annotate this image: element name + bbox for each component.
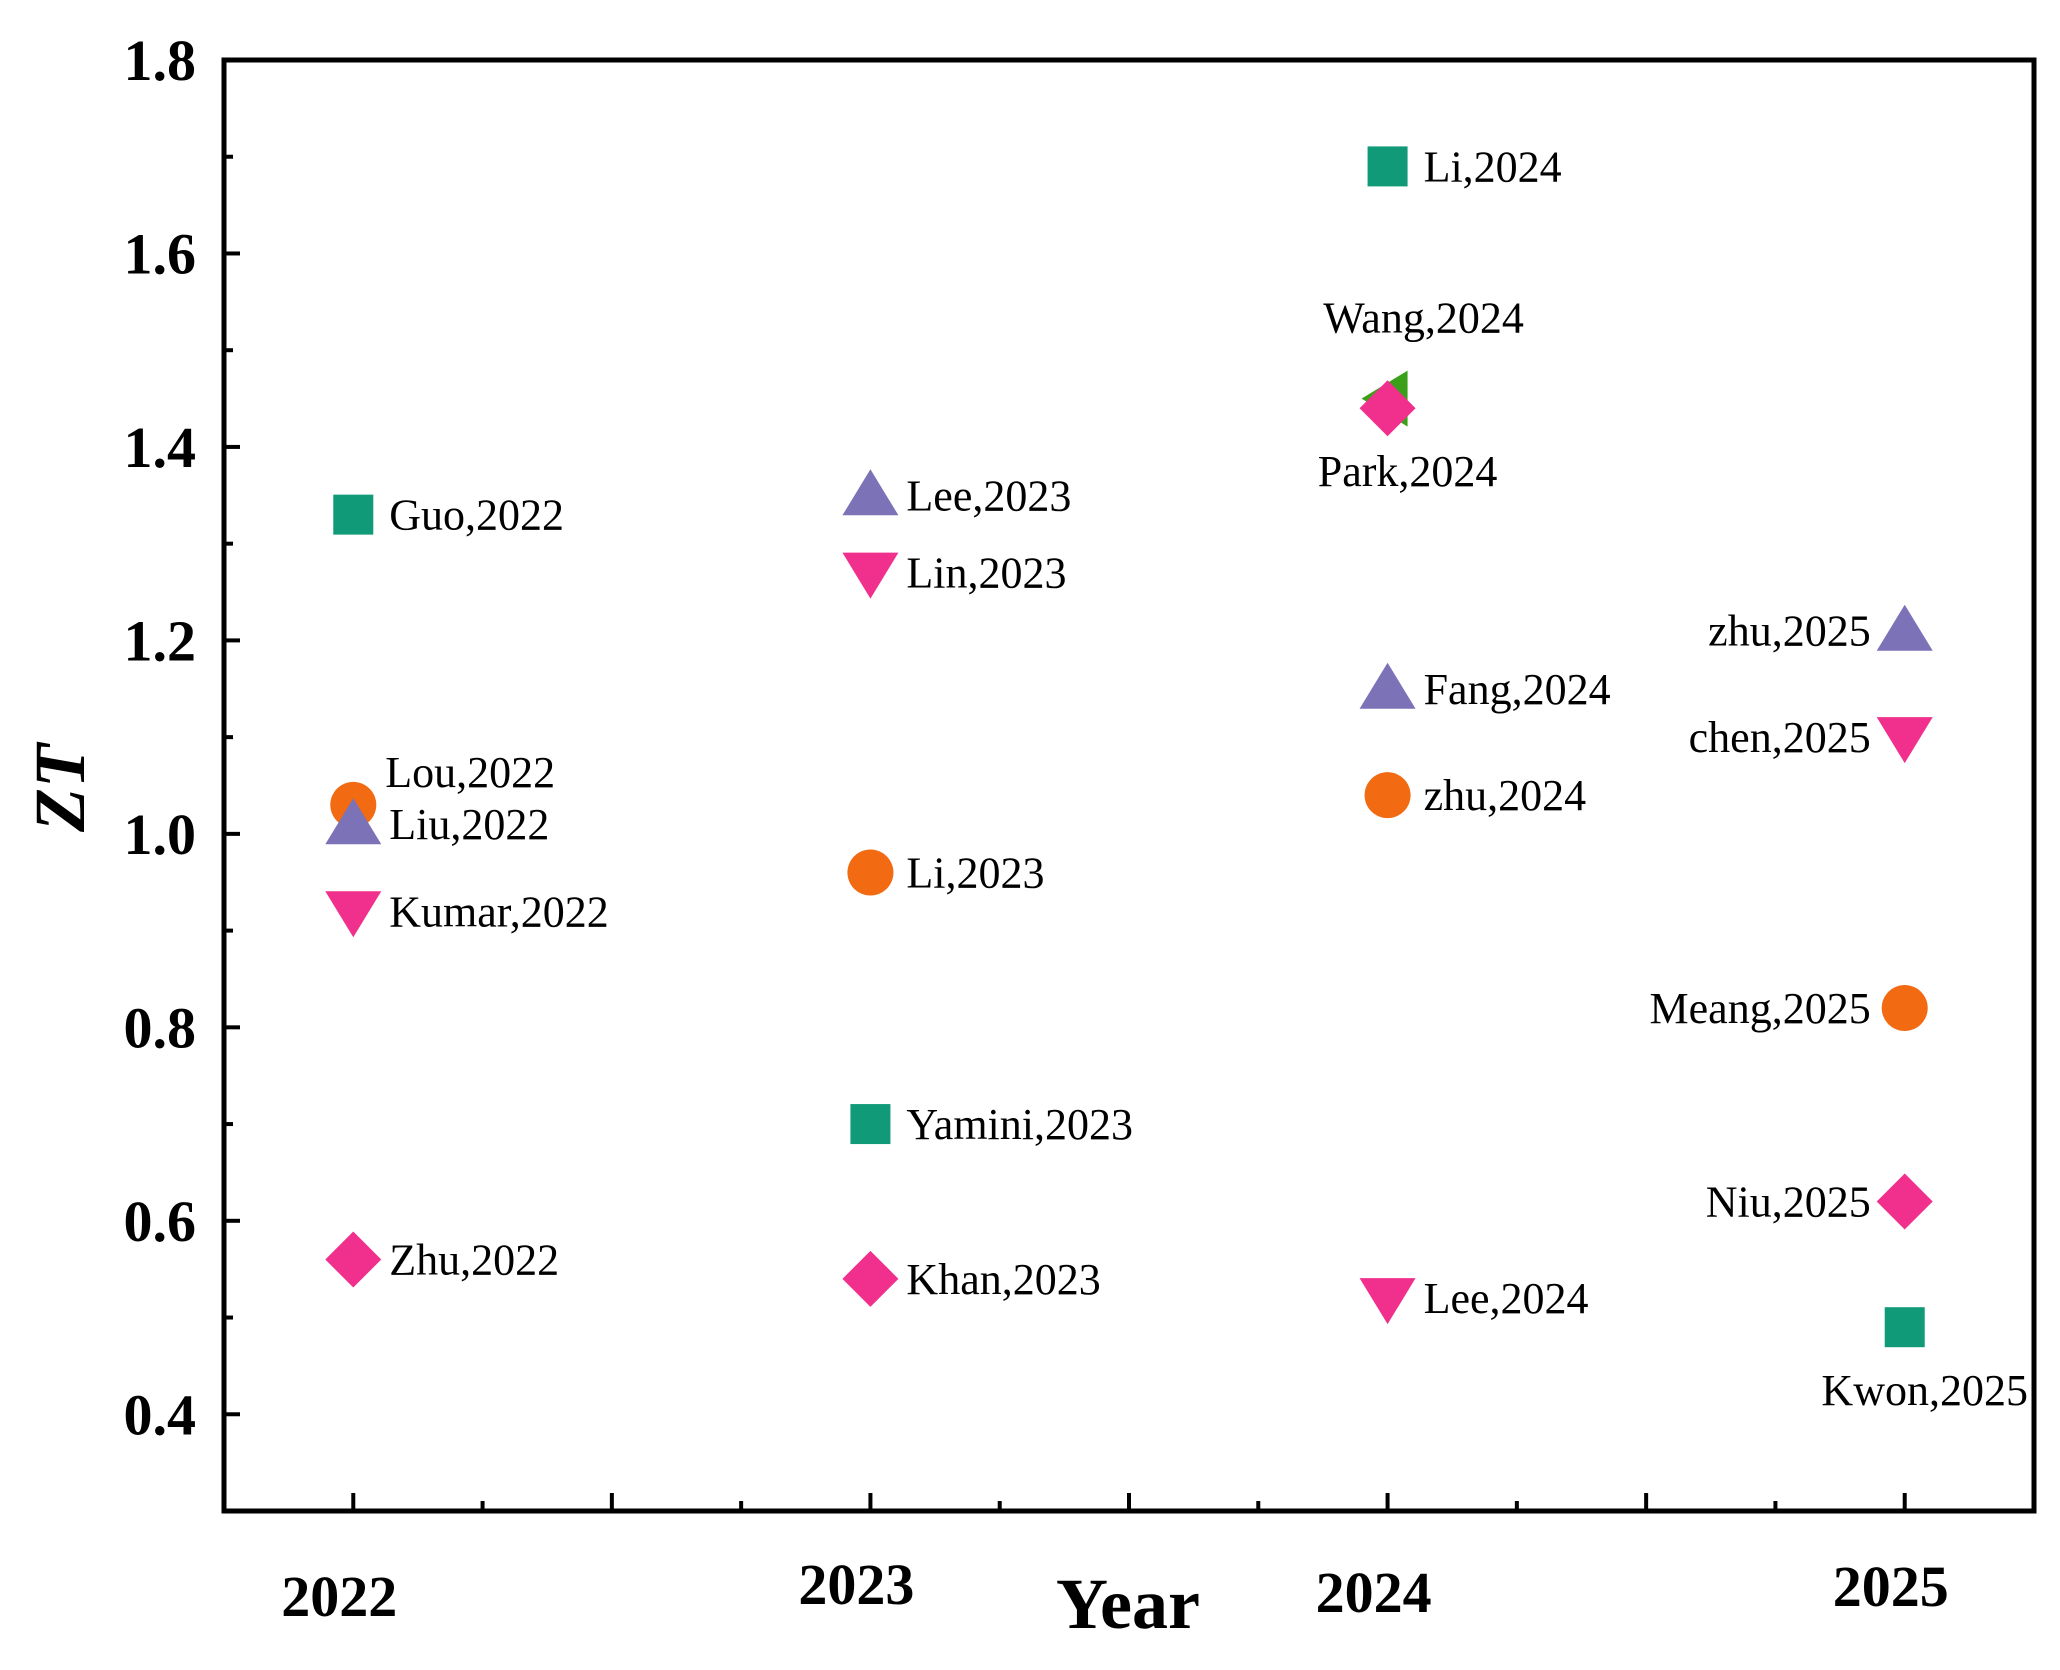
triangle-down-marker: [842, 552, 899, 599]
x-tick-label: 2024: [1316, 1560, 1432, 1625]
triangle-down-marker: [325, 891, 382, 938]
point-label: Li,2024: [1424, 142, 1562, 191]
point-label: Kumar,2022: [389, 887, 608, 936]
square-marker: [1884, 1307, 1925, 1348]
point-label: Wang,2024: [1323, 294, 1524, 343]
x-tick-label: 2022: [281, 1564, 397, 1629]
x-tick-label: 2025: [1833, 1554, 1949, 1619]
point-label: Liu,2022: [389, 800, 549, 849]
diamond-marker: [1876, 1173, 1933, 1230]
axis-ticks: 0.4 0.6 0.8 1.0 1.2 1.4 1.6 1.8 2022 2023 2024 2025: [124, 28, 1949, 1629]
x-tick-label: 2023: [798, 1552, 914, 1617]
square-marker: [850, 1104, 891, 1145]
triangle-down-marker: [1876, 717, 1933, 764]
y-tick-label: 0.4: [124, 1382, 197, 1447]
triangle-up-marker: [1876, 604, 1933, 651]
circle-marker: [1881, 984, 1928, 1031]
triangle-up-marker: [325, 798, 382, 845]
point-label: Guo,2022: [389, 491, 564, 540]
circle-marker: [847, 849, 894, 896]
x-axis-title: Year: [1056, 1564, 1200, 1644]
point-label: zhu,2024: [1424, 771, 1587, 820]
point-label: Park,2024: [1318, 447, 1498, 496]
circle-marker: [1364, 772, 1411, 819]
diamond-marker: [842, 1250, 899, 1307]
y-tick-label: 1.8: [124, 28, 197, 93]
point-label: Kwon,2025: [1821, 1366, 2028, 1415]
point-label: Lou,2022: [385, 748, 555, 797]
point-label: Zhu,2022: [389, 1235, 559, 1284]
point-label: Yamini,2023: [906, 1100, 1133, 1149]
triangle-up-marker: [1359, 662, 1416, 709]
y-tick-label: 1.6: [124, 221, 197, 286]
y-axis-title: ZT: [20, 741, 100, 833]
y-tick-label: 1.4: [124, 415, 197, 480]
y-tick-label: 0.6: [124, 1189, 197, 1254]
square-marker: [333, 494, 374, 535]
square-marker: [1367, 146, 1408, 187]
triangle-down-marker: [1359, 1278, 1416, 1325]
point-label: Khan,2023: [906, 1255, 1100, 1304]
point-label: Niu,2025: [1706, 1177, 1871, 1226]
point-label: Lee,2023: [906, 471, 1071, 520]
point-label: Fang,2024: [1424, 665, 1611, 714]
point-label: Li,2023: [906, 849, 1044, 898]
point-label: chen,2025: [1689, 713, 1871, 762]
y-tick-label: 1.0: [124, 802, 197, 867]
diamond-marker: [325, 1231, 382, 1288]
point-label: Meang,2025: [1650, 984, 1871, 1033]
diamond-marker: [1359, 380, 1416, 437]
triangle-up-marker: [842, 469, 899, 516]
point-label: Lee,2024: [1424, 1274, 1589, 1323]
point-label: Lin,2023: [906, 549, 1066, 598]
point-label: zhu,2025: [1708, 607, 1871, 656]
y-tick-label: 0.8: [124, 995, 197, 1060]
y-tick-label: 1.2: [124, 608, 197, 673]
